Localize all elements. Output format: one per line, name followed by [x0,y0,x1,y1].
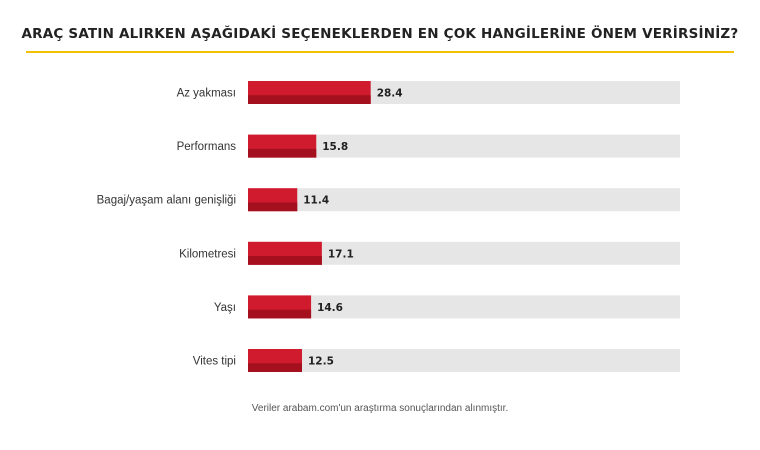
bar-track [248,241,680,265]
category-label: Kilometresi [179,248,236,260]
bar-shade [248,95,371,104]
category-label: Bagaj/yaşam alanı genişliği [97,195,236,207]
chart-title: ARAÇ SATIN ALIRKEN AŞAĞIDAKİ SEÇENEKLERD… [21,26,739,42]
bar-shade [248,256,322,265]
data-label: 14.6 [317,302,343,314]
title-rule [26,51,734,53]
bar-track [248,349,680,372]
data-label: 11.4 [303,195,329,207]
category-label: Performans [177,141,237,153]
data-label: 15.8 [322,141,348,153]
bar-track [248,295,680,319]
bar-shade [248,309,312,319]
data-label: 28.4 [377,88,403,100]
bar-track [248,188,680,212]
bar-track [248,134,680,158]
category-label: Yaşı [214,302,236,314]
bar-shade [248,363,302,372]
data-label: 17.1 [328,248,354,260]
category-label: Vites tipi [193,356,236,368]
bar-shade [248,202,298,212]
bar-shade [248,148,317,158]
category-label: Az yakması [177,88,236,100]
chart-footnote: Veriler arabam.com'un araştırma sonuçlar… [251,403,509,414]
data-label: 12.5 [308,356,334,368]
